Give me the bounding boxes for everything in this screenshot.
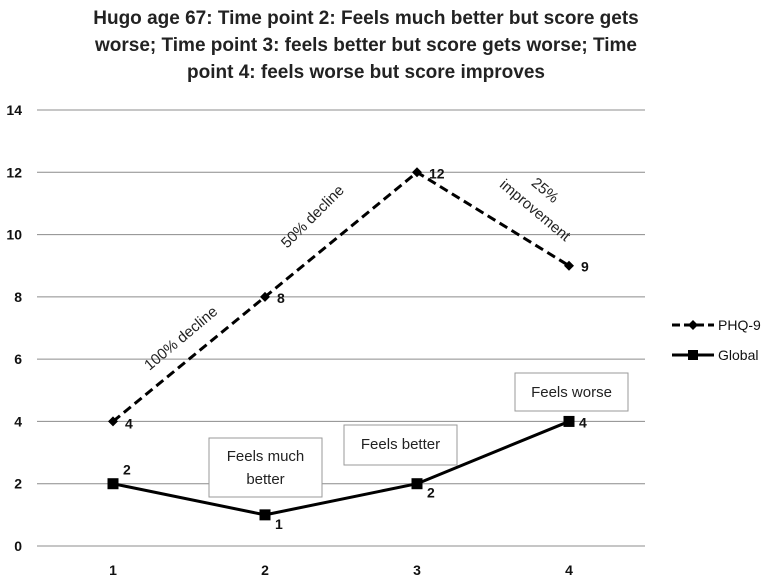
series xyxy=(107,167,575,521)
point-marker-global xyxy=(563,415,575,427)
legend-entry-phq9: PHQ-9 xyxy=(672,317,761,333)
annotation-50-decline: 50% decline xyxy=(278,182,348,252)
y-tick-label: 6 xyxy=(14,351,22,367)
chart-title-line-1: Hugo age 67: Time point 2: Feels much be… xyxy=(93,8,638,29)
box-annotation-feels-worse: Feels worse xyxy=(514,372,629,412)
y-tick-label: 10 xyxy=(6,227,22,243)
data-label-phq9: 4 xyxy=(125,415,133,431)
y-tick-label: 2 xyxy=(14,476,22,492)
point-marker-global xyxy=(259,509,271,521)
y-tick-label: 14 xyxy=(6,102,22,118)
annotation-text: Feels better xyxy=(361,436,440,453)
box-annotation-feels-much-better: Feels much better xyxy=(208,437,323,498)
slope-annotations: 100% decline 50% decline 25% improvement xyxy=(141,174,574,374)
legend-label-phq9: PHQ-9 xyxy=(718,317,761,333)
annotation-box xyxy=(343,424,458,466)
y-tick-label: 12 xyxy=(6,164,22,180)
annotation-text: Feels worse xyxy=(531,384,612,401)
x-tick-label: 1 xyxy=(109,562,117,578)
data-label-phq9: 8 xyxy=(277,290,285,306)
legend-label-global: Global xyxy=(718,347,758,363)
point-marker-phq9 xyxy=(412,167,422,178)
x-tick-label: 2 xyxy=(261,562,269,578)
point-marker-phq9 xyxy=(108,416,118,427)
annotation-text: Feels much xyxy=(227,448,305,465)
box-annotation-feels-better: Feels better xyxy=(343,424,458,466)
annotation-box xyxy=(514,372,629,412)
data-label-global: 2 xyxy=(427,485,435,501)
x-tick-label: 3 xyxy=(413,562,421,578)
chart-title-line-3: point 4: feels worse but score improves xyxy=(187,62,545,83)
y-axis-tick-labels: 0 2 4 6 8 10 12 14 xyxy=(6,102,22,554)
gridlines xyxy=(37,109,645,547)
annotation-box xyxy=(208,437,323,498)
y-tick-label: 4 xyxy=(14,413,22,429)
series-line-phq9 xyxy=(112,170,570,423)
annotation-text: better xyxy=(246,471,284,488)
legend: PHQ-9 Global xyxy=(672,317,761,363)
legend-marker-phq9 xyxy=(688,320,698,330)
data-label-global: 2 xyxy=(123,462,131,478)
data-label-global: 1 xyxy=(275,516,283,532)
y-tick-label: 0 xyxy=(14,538,22,554)
point-marker-global xyxy=(107,478,119,490)
legend-marker-global xyxy=(688,350,698,360)
point-marker-phq9 xyxy=(564,260,574,271)
chart-title: Hugo age 67: Time point 2: Feels much be… xyxy=(93,8,638,83)
series-line-global xyxy=(112,420,570,517)
annotation-100-decline: 100% decline xyxy=(141,303,221,374)
x-axis-tick-labels: 1 2 3 4 xyxy=(109,562,573,578)
data-label-phq9: 9 xyxy=(581,259,589,275)
point-marker-phq9 xyxy=(260,291,270,302)
point-marker-global xyxy=(411,478,423,490)
x-tick-label: 4 xyxy=(565,562,573,578)
y-tick-label: 8 xyxy=(14,289,22,305)
data-label-global: 4 xyxy=(579,414,587,430)
chart-title-line-2: worse; Time point 3: feels better but sc… xyxy=(94,35,637,56)
legend-entry-global: Global xyxy=(672,347,758,363)
data-label-phq9: 12 xyxy=(429,165,445,181)
